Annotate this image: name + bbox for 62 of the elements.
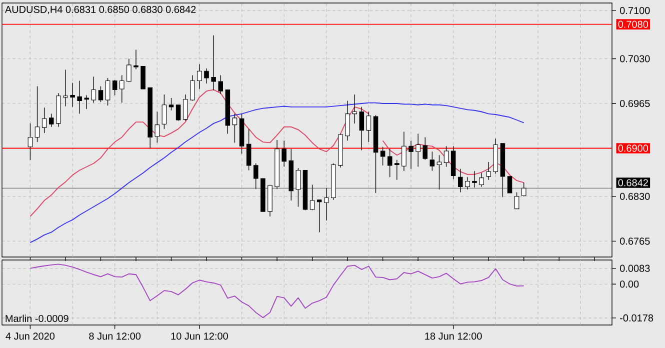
candlestick xyxy=(126,58,132,82)
candlestick xyxy=(204,68,209,84)
candlestick xyxy=(430,151,435,172)
x-tick-label: 4 Jun 2020 xyxy=(6,332,55,340)
x-tick-label: 8 Jun 12:00 xyxy=(89,332,141,340)
candlestick xyxy=(190,74,195,102)
candlestick xyxy=(154,111,160,144)
ref-line-label: 0.7080 xyxy=(618,20,648,28)
candlestick xyxy=(416,133,420,168)
y-tick-label: 0.0083 xyxy=(620,264,650,272)
candlestick xyxy=(140,66,146,90)
candlestick xyxy=(422,136,428,160)
candlestick xyxy=(387,148,392,178)
candlestick xyxy=(77,80,82,114)
candlestick xyxy=(112,80,118,96)
candlestick xyxy=(91,76,96,104)
candlestick xyxy=(84,94,90,110)
ref-line-label: 0.6900 xyxy=(618,144,648,152)
candlestick xyxy=(34,86,40,142)
candlestick xyxy=(345,100,350,141)
candlestick xyxy=(366,111,372,142)
y-tick-label: 0.7030 xyxy=(620,55,650,62)
candlestick xyxy=(70,82,75,108)
text: Marlin -0.0009 xyxy=(6,314,68,322)
y-tick-label: 0.00 xyxy=(620,280,639,288)
candlestick xyxy=(182,94,188,122)
candlestick xyxy=(98,86,104,102)
candlestick xyxy=(352,94,357,124)
candlestick xyxy=(120,74,124,104)
candlestick xyxy=(176,104,181,122)
candlestick xyxy=(168,98,174,111)
candlestick xyxy=(402,131,406,172)
y-tick-label: 0.6830 xyxy=(620,192,650,200)
ref-line-label: 0.6842 xyxy=(618,179,648,186)
candlestick xyxy=(211,35,216,91)
x-tick-label: 18 Jun 12:00 xyxy=(425,332,482,340)
chart-title: AUDUSD,H4 0.6831 0.6850 0.6830 0.6842 xyxy=(4,6,196,14)
candlestick xyxy=(63,69,68,107)
y-tick-label: 0.7100 xyxy=(620,7,650,14)
x-tick-label: 10 Jun 12:00 xyxy=(171,332,228,340)
candlestick xyxy=(197,64,202,90)
candlestick xyxy=(486,162,491,180)
y-tick-label: 0.6965 xyxy=(620,100,650,108)
candlestick xyxy=(359,106,364,151)
candlestick xyxy=(218,74,224,94)
candlestick xyxy=(162,94,167,130)
candlestick xyxy=(105,78,110,106)
candlestick xyxy=(408,140,414,170)
candlestick xyxy=(316,200,322,233)
candlestick xyxy=(48,113,54,128)
candlestick xyxy=(28,123,33,160)
candlestick xyxy=(232,113,238,144)
candlestick xyxy=(444,146,449,168)
candlestick xyxy=(394,160,400,180)
candlestick xyxy=(134,49,138,70)
candlestick xyxy=(282,140,286,168)
candlestick xyxy=(514,192,520,210)
y-tick-label: -0.0178 xyxy=(620,314,654,322)
y-tick-label: 0.6765 xyxy=(620,238,650,245)
candlestick xyxy=(42,107,47,134)
candlestick xyxy=(246,128,252,171)
candlestick xyxy=(380,146,386,166)
